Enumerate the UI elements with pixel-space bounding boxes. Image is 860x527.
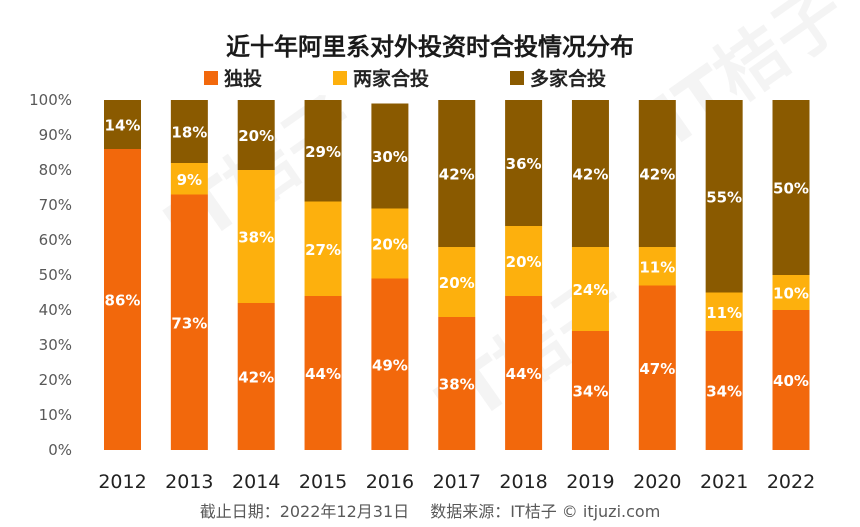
bar-segment-two-party	[638, 247, 676, 286]
data-label: 20%	[439, 274, 475, 292]
bar-segment-solo	[304, 296, 342, 450]
data-label: 18%	[171, 124, 207, 142]
bar-segment-multi-party	[705, 100, 743, 293]
data-label: 47%	[639, 360, 675, 378]
data-label: 42%	[572, 166, 608, 184]
bar-segment-multi-party	[505, 100, 543, 226]
x-tick-label: 2013	[165, 471, 213, 493]
legend-swatch-two-party	[333, 70, 347, 85]
bar-segment-two-party	[371, 208, 409, 279]
data-label: 20%	[372, 236, 408, 254]
x-tick-label: 2019	[566, 471, 614, 493]
legend-label-solo: 独投	[224, 68, 263, 90]
legend-item-solo: 独投	[204, 64, 262, 91]
data-label: 38%	[238, 229, 274, 247]
data-label: 29%	[305, 143, 341, 161]
data-label: 20%	[238, 127, 274, 145]
bar-segment-solo	[170, 194, 208, 450]
bar-segment-multi-party	[371, 103, 409, 209]
x-tick-label: 2021	[700, 471, 748, 493]
y-tick-label: 100%	[29, 91, 72, 109]
data-label: 14%	[105, 117, 141, 135]
y-tick-label: 60%	[39, 231, 72, 249]
data-label: 11%	[706, 304, 742, 322]
data-label: 36%	[506, 155, 542, 173]
bar-segment-multi-party	[237, 100, 275, 170]
bar-segment-solo	[638, 285, 676, 450]
legend-item-two-party: 两家合投	[333, 64, 429, 91]
x-tick-label: 2017	[433, 471, 481, 493]
bar-segment-two-party	[438, 247, 476, 317]
data-label: 86%	[105, 292, 141, 310]
bar-segment-solo	[571, 331, 609, 450]
footer-source: 截止日期：2022年12月31日 数据来源：IT桔子 © itjuzi.com	[199, 502, 661, 521]
legend: 独投 两家合投 多家合投	[0, 64, 860, 90]
data-label: 24%	[572, 281, 608, 299]
y-tick-label: 0%	[48, 441, 72, 459]
data-label: 27%	[305, 241, 341, 259]
bar-segment-two-party	[772, 275, 810, 310]
bar-segment-solo	[438, 317, 476, 450]
bar-segment-solo	[104, 149, 141, 450]
y-tick-label: 50%	[39, 266, 72, 284]
x-tick-label: 2018	[499, 471, 547, 493]
x-tick-label: 2015	[299, 471, 347, 493]
bar-segment-multi-party	[772, 100, 810, 275]
data-label: 34%	[572, 383, 608, 401]
bar-segment-multi-party	[571, 100, 609, 247]
data-label: 38%	[439, 376, 475, 394]
bar-segment-solo	[371, 278, 409, 450]
x-tick-label: 2022	[767, 471, 815, 493]
data-label: 55%	[706, 188, 742, 206]
bar-segment-multi-party	[438, 100, 476, 247]
data-label: 30%	[372, 148, 408, 166]
data-label: 44%	[305, 365, 341, 383]
chart-title: 近十年阿里系对外投资时合投情况分布	[226, 33, 634, 61]
data-label: 10%	[773, 285, 809, 303]
data-label: 11%	[639, 258, 675, 276]
data-label: 20%	[506, 253, 542, 271]
bar-segment-solo	[772, 310, 810, 450]
y-tick-label: 30%	[39, 336, 72, 354]
bar-segment-two-party	[705, 292, 743, 331]
bar-segment-two-party	[304, 201, 342, 296]
bar-segment-solo	[237, 303, 275, 450]
legend-item-multi-party: 多家合投	[510, 64, 606, 91]
legend-swatch-multi-party	[510, 70, 524, 85]
legend-label-multi-party: 多家合投	[530, 68, 607, 90]
data-label: 73%	[171, 314, 207, 332]
bar-segment-multi-party	[304, 100, 342, 202]
bar-segment-solo	[705, 331, 743, 450]
legend-swatch-solo	[204, 70, 218, 85]
y-tick-label: 20%	[39, 371, 72, 389]
y-tick-label: 80%	[39, 161, 72, 179]
x-tick-label: 2012	[98, 471, 146, 493]
bar-segment-multi-party	[638, 100, 676, 247]
x-tick-label: 2016	[366, 471, 414, 493]
data-label: 40%	[773, 372, 809, 390]
bar-segment-two-party	[571, 247, 609, 331]
bar-segment-two-party	[237, 170, 275, 303]
bar-segment-two-party	[505, 226, 543, 296]
y-tick-label: 70%	[39, 196, 72, 214]
bar-segment-two-party	[170, 163, 208, 195]
data-label: 44%	[506, 365, 542, 383]
data-label: 42%	[439, 166, 475, 184]
y-tick-label: 10%	[39, 406, 72, 424]
data-label: 49%	[372, 356, 408, 374]
y-tick-label: 90%	[39, 126, 72, 144]
x-tick-label: 2020	[633, 471, 681, 493]
legend-label-two-party: 两家合投	[353, 68, 430, 90]
bar-segment-multi-party	[170, 100, 208, 163]
data-label: 34%	[706, 383, 742, 401]
y-tick-label: 40%	[39, 301, 72, 319]
bar-segment-solo	[505, 296, 543, 450]
data-label: 9%	[177, 171, 202, 189]
data-label: 42%	[238, 369, 274, 387]
bar-segment-multi-party	[104, 100, 141, 149]
x-tick-label: 2014	[232, 471, 280, 493]
data-label: 50%	[773, 180, 809, 198]
data-label: 42%	[639, 166, 675, 184]
